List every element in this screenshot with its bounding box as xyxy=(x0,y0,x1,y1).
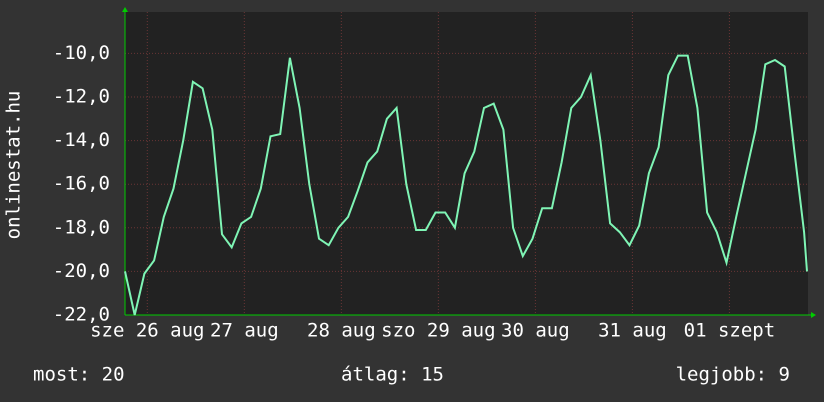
data-line xyxy=(124,54,808,316)
x-axis-arrow xyxy=(811,312,816,318)
y-tick-label: -14,0 xyxy=(53,129,110,151)
y-axis-arrow xyxy=(122,7,128,12)
footer-most: most: 20 xyxy=(33,364,125,386)
x-tick-label: szo 29 aug xyxy=(381,320,495,342)
x-tick-label: 31 aug xyxy=(598,320,667,342)
y-tick-label: -10,0 xyxy=(53,42,110,64)
y-tick-label: -20,0 xyxy=(53,260,110,282)
footer-legjobb: legjobb: 9 xyxy=(676,364,790,386)
footer-atlag: átlag: 15 xyxy=(341,364,444,386)
x-tick-label: 27 aug xyxy=(210,320,279,342)
x-tick-label: sze 26 aug xyxy=(90,320,204,342)
y-tick-label: -16,0 xyxy=(53,173,110,195)
y-tick-label: -18,0 xyxy=(53,216,110,238)
x-tick-label: 28 aug xyxy=(307,320,376,342)
y-axis-label: onlinestat.hu xyxy=(3,91,25,240)
y-tick-label: -22,0 xyxy=(53,304,110,326)
plot-area xyxy=(125,12,808,315)
x-tick-label: 01 szept xyxy=(684,320,776,342)
y-tick-label: -12,0 xyxy=(53,86,110,108)
x-tick-label: 30 aug xyxy=(501,320,570,342)
